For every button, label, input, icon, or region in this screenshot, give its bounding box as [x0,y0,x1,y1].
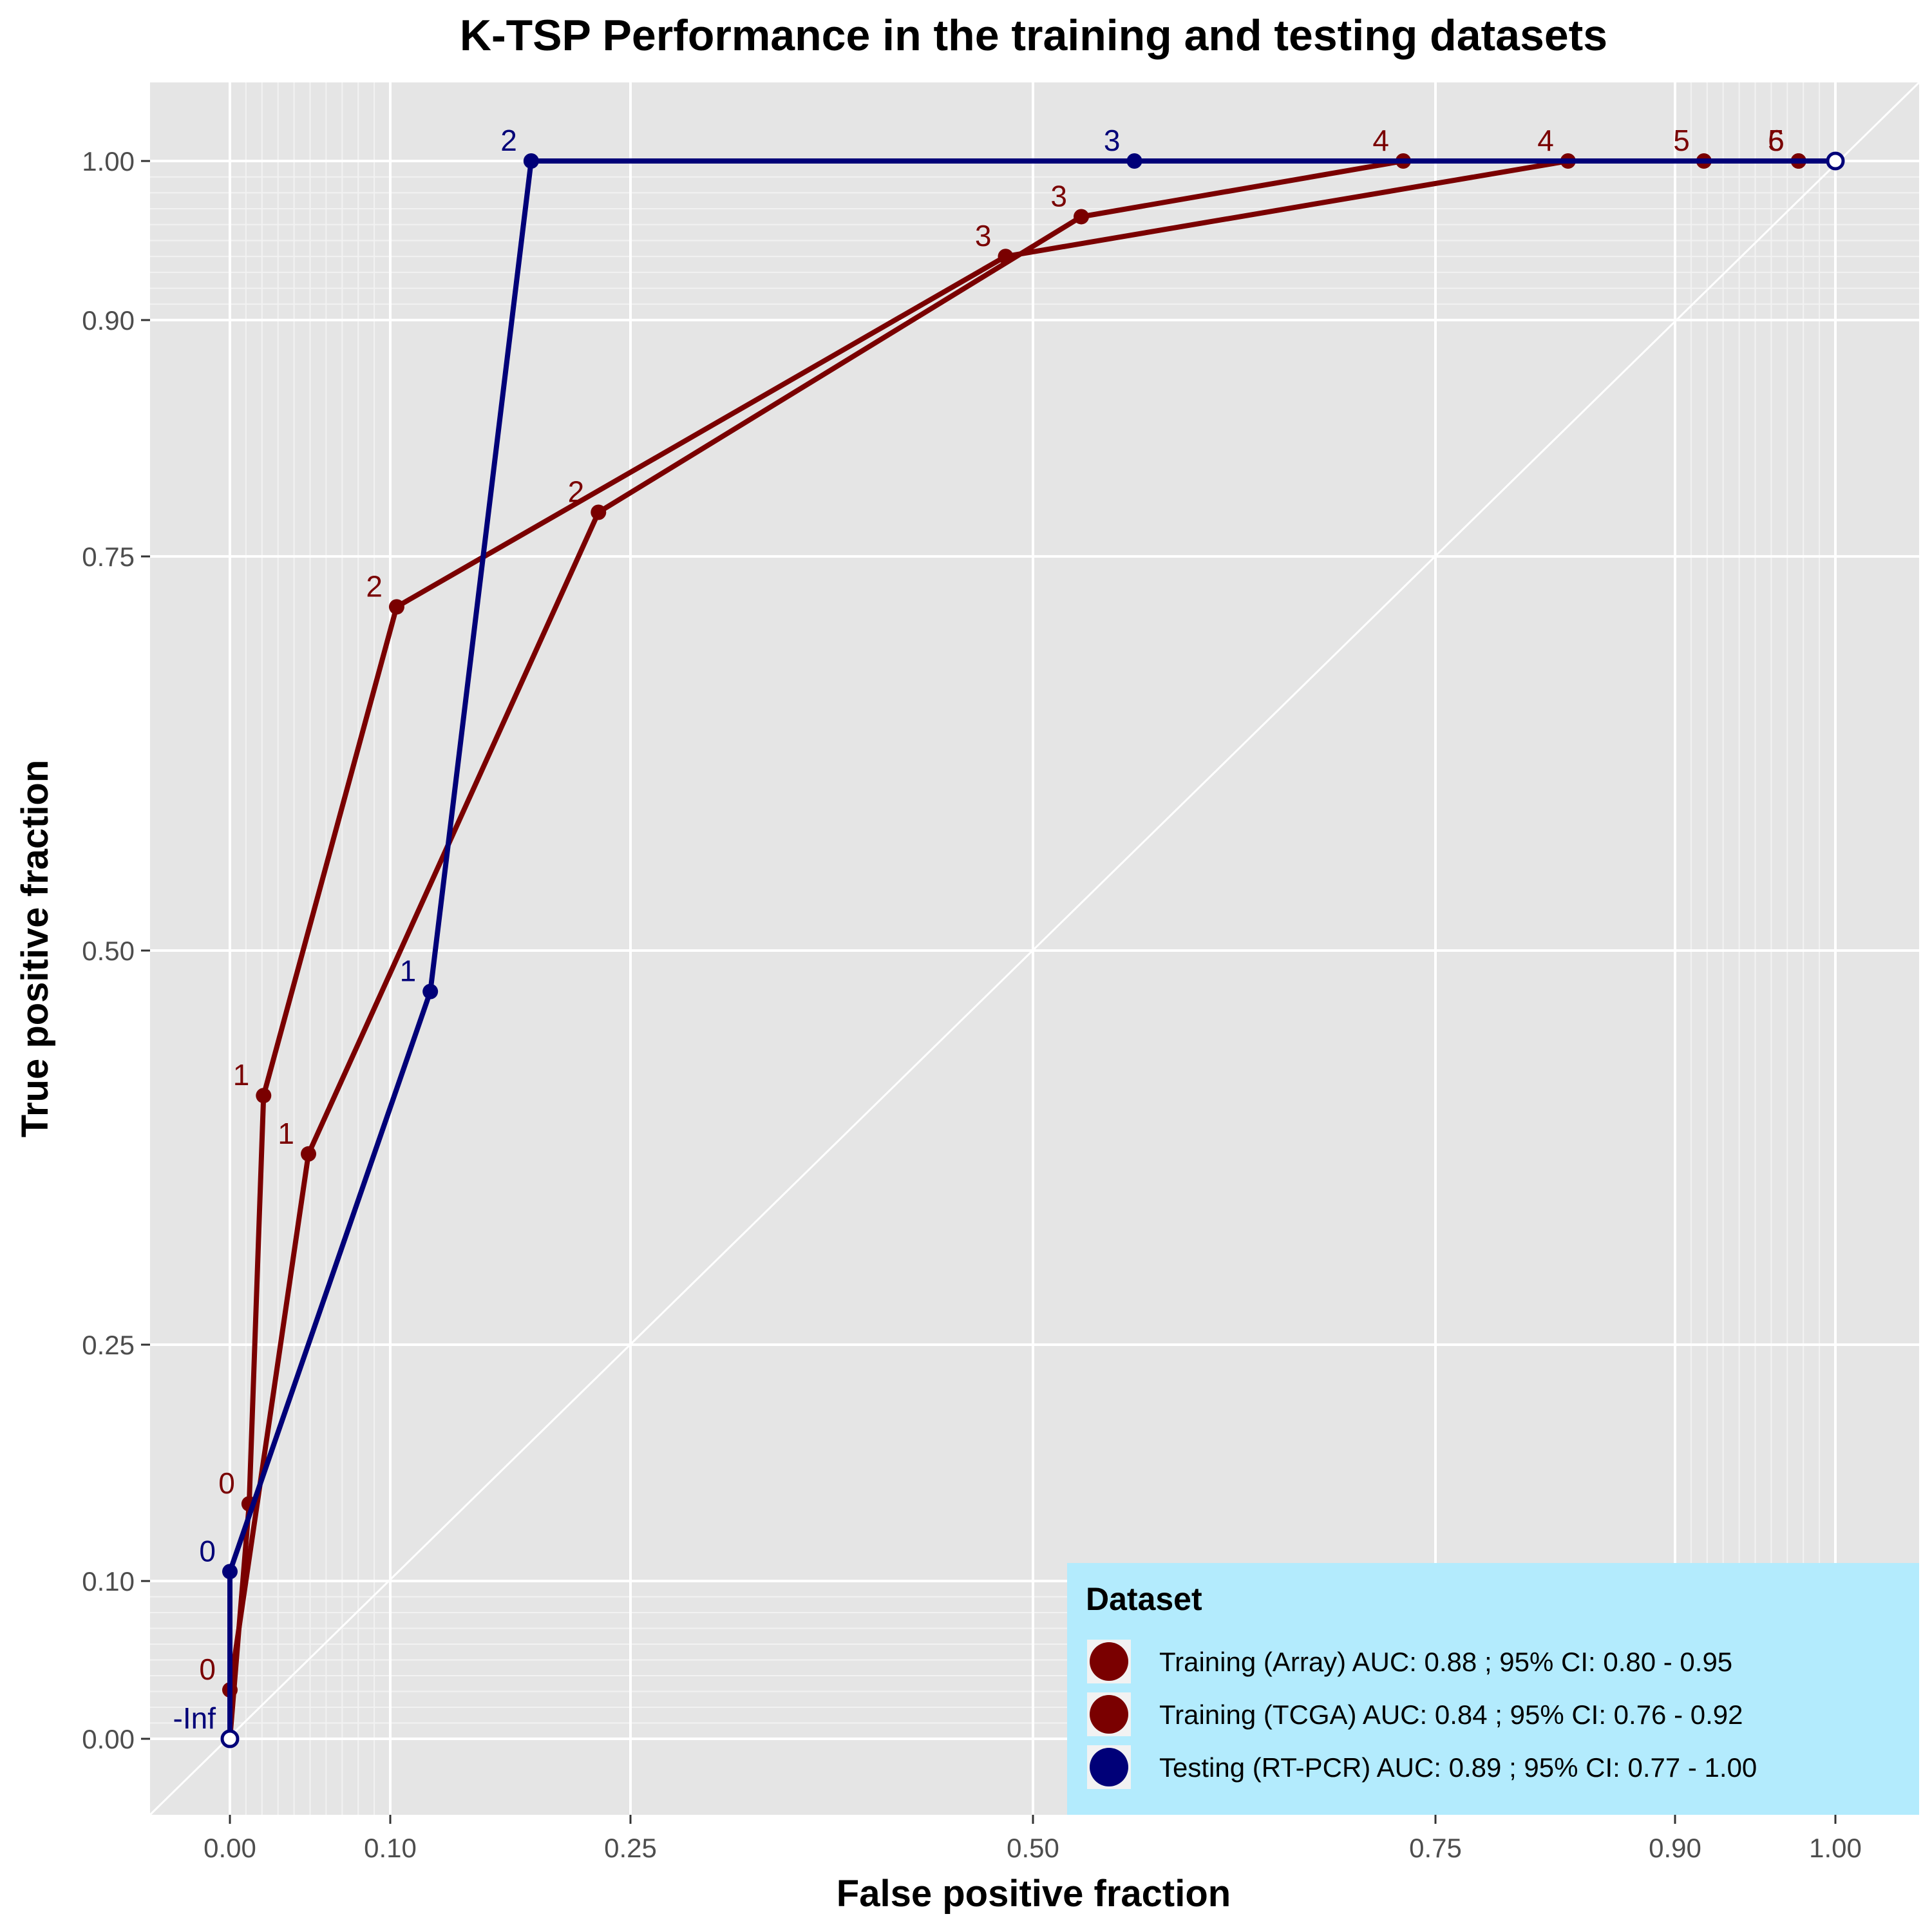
x-axis-title: False positive fraction [837,1873,1231,1915]
legend-key-swatch [1090,1642,1128,1681]
data-point [591,504,607,520]
point-threshold-label: 5 [1768,124,1785,157]
series-line [227,158,1835,1739]
y-tick-label: 0.50 [82,936,135,966]
chart-title: K-TSP Performance in the training and te… [460,11,1607,60]
data-point [388,599,404,615]
legend-background [1067,1563,1919,1815]
diagonal-reference-line [149,81,1920,1816]
point-threshold-label: 5 [1673,124,1690,157]
x-tick-label: 0.25 [604,1833,657,1863]
point-threshold-label: 4 [1537,124,1554,157]
x-tick-label: 0.00 [204,1833,256,1863]
x-axis-ticks: 0.00 0.10 0.25 0.50 0.75 0.90 1.00 [204,1815,1862,1863]
point-threshold-label: -Inf [173,1701,216,1735]
y-tick-label: 0.00 [82,1724,135,1754]
point-threshold-label: 1 [233,1058,250,1092]
x-tick-label: 1.00 [1809,1833,1862,1863]
point-threshold-label: 6 [1768,124,1785,157]
legend-items: Training (Array) AUC: 0.88 ; 95% CI: 0.8… [1087,1640,1757,1789]
x-tick-label: 0.90 [1649,1833,1701,1863]
endpoint-marker [1826,151,1845,171]
endpoint-marker [220,1729,240,1748]
y-axis-ticks: 0.00 0.10 0.25 0.50 0.75 0.90 1.00 [82,146,150,1754]
legend: Dataset Training (Array) AUC: 0.88 ; 95%… [1067,1563,1919,1815]
data-point [523,153,539,169]
data-point [256,1088,272,1104]
point-threshold-label: 3 [1050,179,1067,213]
data-point [422,983,439,999]
data-point [301,1146,317,1162]
point-threshold-label: 0 [218,1466,235,1500]
y-axis-title: True positive fraction [14,760,56,1138]
x-tick-label: 0.75 [1409,1833,1462,1863]
point-threshold-label: 0 [199,1653,216,1686]
y-tick-label: 0.10 [82,1566,135,1596]
point-threshold-label: 0 [199,1534,216,1567]
y-tick-label: 1.00 [82,146,135,176]
y-tick-label: 0.25 [82,1330,135,1360]
point-threshold-label: 1 [400,954,417,988]
point-threshold-label: 2 [366,569,383,603]
x-tick-label: 0.10 [364,1833,417,1863]
x-tick-label: 0.50 [1007,1833,1059,1863]
legend-label: Testing (RT-PCR) AUC: 0.89 ; 95% CI: 0.7… [1159,1752,1757,1783]
y-tick-label: 0.90 [82,305,135,336]
legend-key-swatch [1090,1695,1128,1734]
legend-title: Dataset [1086,1581,1202,1617]
legend-key-swatch [1090,1748,1128,1786]
legend-label: Training (TCGA) AUC: 0.84 ; 95% CI: 0.76… [1159,1700,1743,1730]
legend-label: Training (Array) AUC: 0.88 ; 95% CI: 0.8… [1159,1647,1732,1677]
data-point [1126,153,1142,169]
data-point [1074,209,1089,225]
point-threshold-label: 4 [1372,124,1389,157]
data-point [998,249,1014,265]
point-threshold-label: 3 [1104,124,1121,157]
point-threshold-label: 2 [500,124,517,157]
data-point [222,1564,238,1580]
point-threshold-label: 3 [975,219,992,252]
point-threshold-label: 1 [278,1117,294,1150]
y-tick-label: 0.75 [82,542,135,572]
minor-gridlines [150,82,1919,1815]
